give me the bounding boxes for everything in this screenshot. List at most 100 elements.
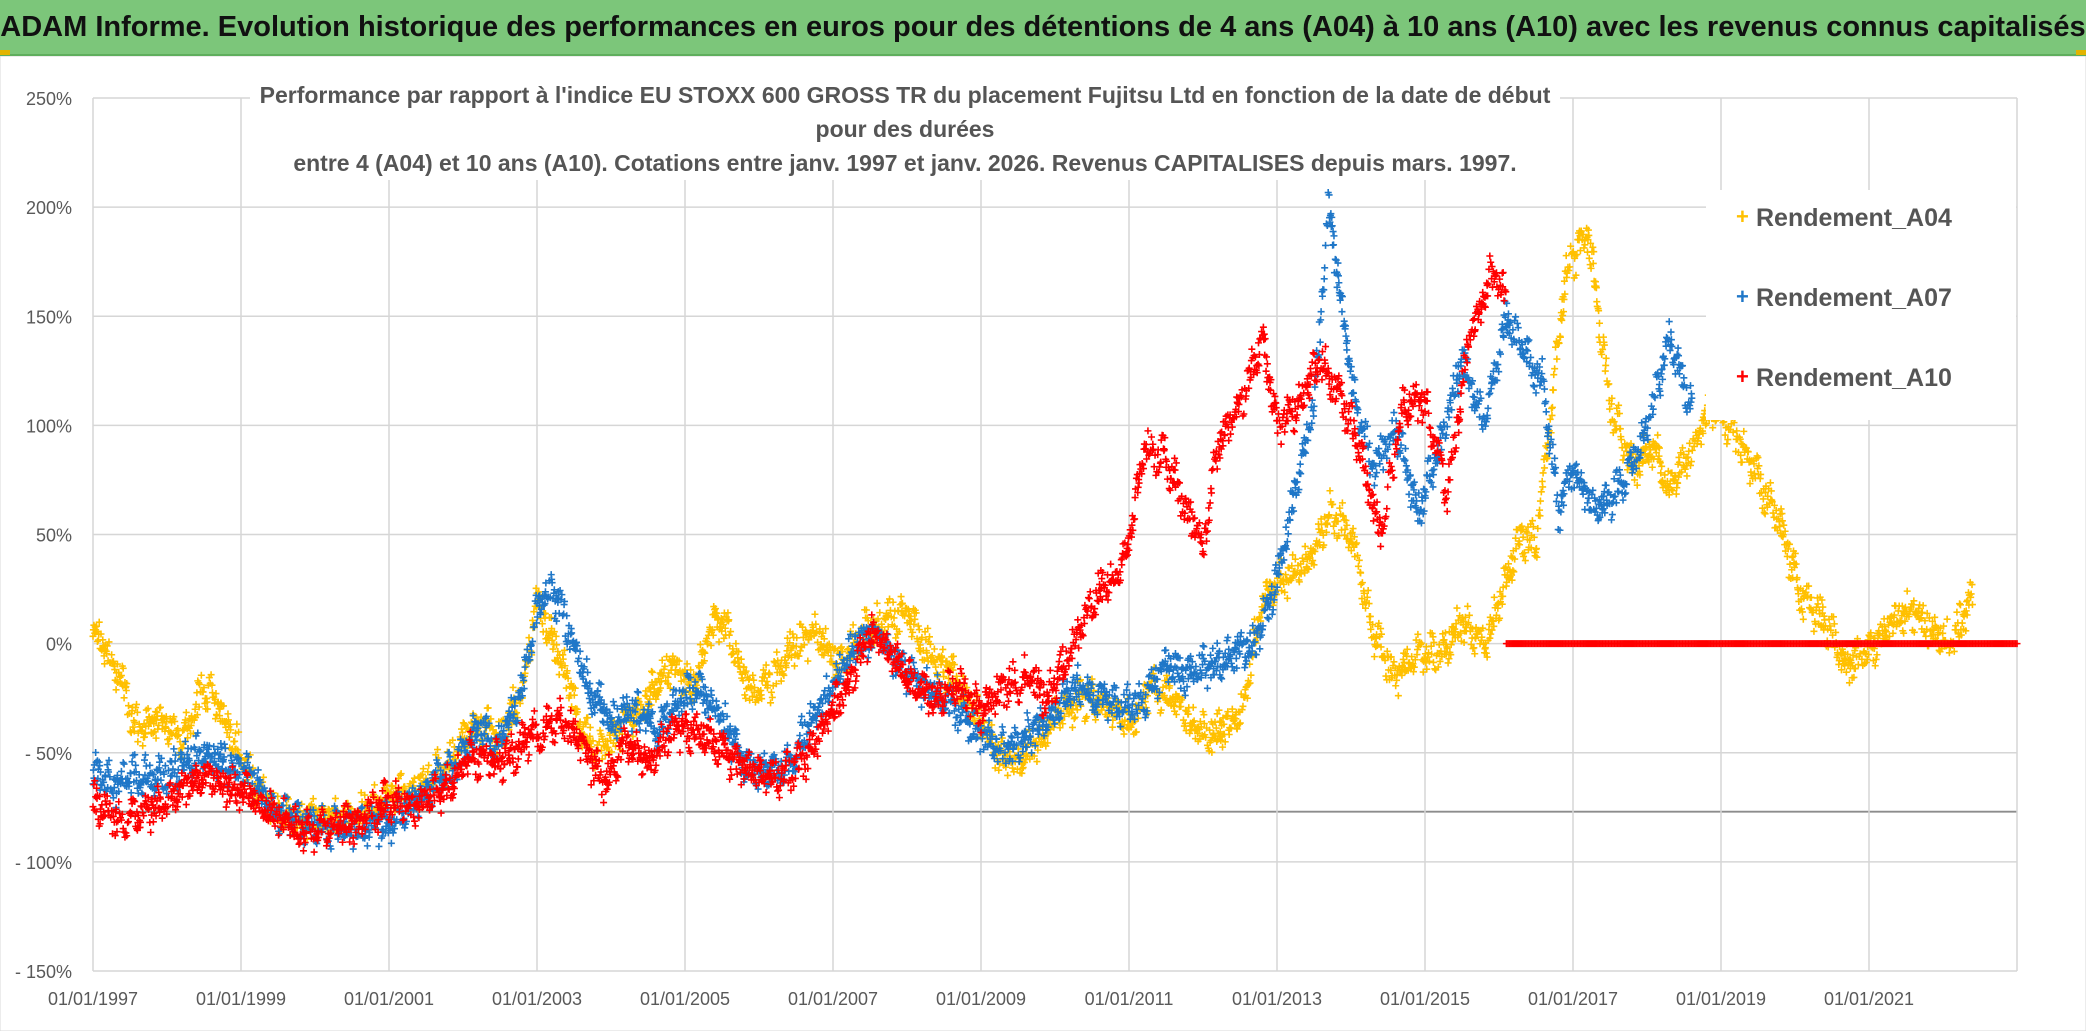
point-a04: [309, 795, 317, 803]
point-a04: [543, 639, 551, 647]
point-a04: [751, 684, 759, 692]
point-a04: [199, 688, 207, 696]
point-a04: [584, 714, 592, 722]
point-a04: [1177, 703, 1185, 711]
point-a04: [197, 671, 205, 679]
point-a04: [811, 629, 819, 637]
point-a04: [731, 657, 739, 665]
point-a04: [434, 746, 442, 754]
point-a04: [862, 606, 870, 614]
point-a04: [914, 622, 922, 630]
point-a04: [701, 649, 709, 657]
point-a04: [905, 607, 913, 615]
point-a04: [1068, 709, 1076, 717]
point-a04: [930, 645, 938, 653]
point-a04: [224, 710, 232, 718]
point-a04: [1071, 713, 1079, 721]
y-tick-label: 150%: [26, 307, 72, 327]
point-a04: [824, 648, 832, 656]
point-a04: [711, 606, 719, 614]
point-a04: [762, 661, 770, 669]
point-a04: [1132, 728, 1140, 736]
point-a04: [715, 638, 723, 646]
point-a04: [530, 608, 538, 616]
point-a04: [152, 708, 160, 716]
point-a04: [827, 652, 835, 660]
point-a04: [170, 713, 178, 721]
point-a04: [179, 727, 187, 735]
point-a04: [559, 655, 567, 663]
point-a04: [713, 609, 721, 617]
point-a04: [549, 645, 557, 653]
point-a04: [876, 609, 884, 617]
x-tick-label: 01/01/1999: [196, 989, 286, 1009]
point-a04: [683, 660, 691, 668]
point-a04: [786, 639, 794, 647]
point-a04: [811, 610, 819, 618]
point-a04: [521, 669, 529, 677]
point-a04: [721, 624, 729, 632]
point-a04: [144, 705, 152, 713]
point-a04: [886, 595, 894, 603]
x-tick-label: 01/01/2021: [1824, 989, 1914, 1009]
point-a04: [642, 687, 650, 695]
point-a04: [895, 628, 903, 636]
point-a04: [1010, 768, 1018, 776]
point-a04: [767, 699, 775, 707]
point-a04: [939, 645, 947, 653]
point-a04: [838, 643, 846, 651]
point-a04: [212, 715, 220, 723]
point-a04: [152, 734, 160, 742]
point-a04: [548, 636, 556, 644]
point-a04: [563, 667, 571, 675]
point-a04: [122, 686, 130, 694]
point-a04: [991, 764, 999, 772]
y-tick-label: 200%: [26, 198, 72, 218]
point-a04: [741, 691, 749, 699]
point-a04: [910, 620, 918, 628]
point-a04: [1127, 723, 1135, 731]
point-a04: [131, 718, 139, 726]
point-a04: [772, 680, 780, 688]
point-a04: [1172, 710, 1180, 718]
report-title: ADAM Informe. Evolution historique des p…: [0, 10, 2086, 43]
point-a04: [664, 673, 672, 681]
point-a04: [1186, 729, 1194, 737]
point-a04: [150, 720, 158, 728]
point-a04: [204, 705, 212, 713]
point-a04: [207, 671, 215, 679]
point-a04: [1160, 692, 1168, 700]
point-a04: [708, 626, 716, 634]
point-a04: [725, 616, 733, 624]
point-a04: [700, 657, 708, 665]
point-a04: [187, 721, 195, 729]
point-a04: [231, 737, 239, 745]
point-a04: [897, 593, 905, 601]
point-a04: [561, 646, 569, 654]
point-a04: [182, 708, 190, 716]
point-a04: [595, 738, 603, 746]
point-a04: [750, 676, 758, 684]
point-a04: [171, 717, 179, 725]
point-a04: [820, 635, 828, 643]
point-a04: [773, 648, 781, 656]
point-a04: [119, 664, 127, 672]
point-a04: [175, 731, 183, 739]
point-a04: [777, 677, 785, 685]
point-a04: [703, 640, 711, 648]
point-a04: [629, 732, 637, 740]
point-a04: [740, 663, 748, 671]
point-a04: [995, 766, 1003, 774]
point-a04: [709, 631, 717, 639]
point-a04: [133, 708, 141, 716]
point-a04: [696, 641, 704, 649]
point-a04: [700, 648, 708, 656]
point-a04: [130, 727, 138, 735]
point-a04: [835, 649, 843, 657]
point-a04: [196, 680, 204, 688]
point-a04: [926, 640, 934, 648]
point-a04: [718, 627, 726, 635]
point-a04: [719, 621, 727, 629]
y-tick-label: 50%: [36, 526, 72, 546]
point-a04: [554, 647, 562, 655]
